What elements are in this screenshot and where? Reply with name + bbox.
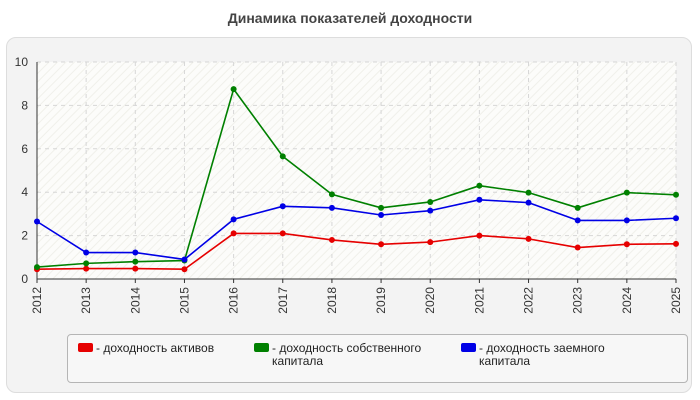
chart-legend: - доходность активов - доходность собств… — [67, 334, 688, 383]
x-tick-label: 2024 — [620, 287, 634, 314]
data-point-s1-2017 — [279, 153, 286, 160]
data-point-s0-2015 — [181, 266, 188, 273]
data-point-s2-2016 — [230, 216, 237, 223]
y-tick-label: 2 — [21, 229, 28, 243]
data-point-s0-2025 — [673, 240, 679, 247]
data-point-s1-2021 — [476, 182, 483, 189]
data-point-s1-2023 — [574, 204, 581, 211]
data-point-s2-2017 — [279, 203, 286, 210]
data-point-s1-2022 — [525, 189, 532, 196]
series-line-2 — [36, 198, 677, 261]
chart-title: Динамика показателей доходности — [227, 10, 473, 26]
data-point-s1-2014 — [132, 258, 139, 265]
data-point-s0-2016 — [230, 230, 237, 237]
y-tick-label: 4 — [21, 185, 28, 199]
x-tick-label: 2017 — [276, 287, 290, 314]
x-tick-label: 2022 — [522, 287, 536, 314]
data-point-s1-2013 — [83, 260, 90, 267]
x-tick-label: 2025 — [669, 287, 683, 314]
data-point-s2-2012 — [34, 218, 40, 225]
legend-label-debt: - доходность заемного капитала — [479, 341, 605, 368]
data-point-s0-2024 — [623, 241, 630, 248]
data-point-s2-2021 — [476, 196, 483, 203]
series-line-1 — [36, 88, 677, 268]
legend-label-equity: - доходность собственного капитала — [272, 341, 422, 368]
data-point-s1-2016 — [230, 86, 237, 93]
data-point-s2-2023 — [574, 217, 581, 224]
legend-swatch-debt — [461, 343, 476, 352]
data-point-s2-2025 — [673, 215, 679, 222]
x-tick-label: 2018 — [325, 287, 339, 314]
data-point-s0-2023 — [574, 244, 581, 251]
data-point-s1-2019 — [378, 204, 385, 211]
y-tick-label: 6 — [21, 142, 28, 156]
series-line-0 — [36, 232, 677, 271]
data-point-s2-2014 — [132, 249, 139, 256]
data-point-s0-2014 — [132, 265, 139, 272]
y-tick-label: 8 — [21, 98, 28, 112]
legend-label-assets: - доходность активов — [96, 341, 215, 355]
x-tick-label: 2016 — [227, 287, 241, 314]
data-point-s0-2019 — [378, 241, 385, 248]
x-tick-label: 2014 — [128, 287, 142, 314]
data-point-s2-2015 — [181, 256, 188, 263]
data-point-s1-2020 — [427, 198, 434, 205]
data-point-s1-2025 — [673, 191, 679, 198]
data-point-s0-2013 — [83, 265, 90, 272]
data-point-s1-2012 — [34, 264, 40, 271]
data-point-s0-2021 — [476, 232, 483, 239]
data-point-s2-2018 — [328, 204, 335, 211]
x-tick-label: 2012 — [30, 287, 44, 314]
data-point-s1-2018 — [328, 191, 335, 198]
data-point-s2-2013 — [83, 249, 90, 256]
x-tick-label: 2023 — [571, 287, 585, 314]
x-tick-label: 2019 — [374, 287, 388, 314]
x-tick-label: 2013 — [79, 287, 93, 314]
legend-swatch-assets — [78, 343, 93, 352]
x-tick-label: 2020 — [423, 287, 437, 314]
data-point-s0-2018 — [328, 236, 335, 243]
x-tick-label: 2021 — [472, 287, 486, 314]
legend-swatch-equity — [254, 343, 269, 352]
data-point-s2-2024 — [623, 217, 630, 224]
data-point-s2-2022 — [525, 199, 532, 206]
data-point-s0-2020 — [427, 239, 434, 246]
data-point-s0-2022 — [525, 235, 532, 242]
data-point-s2-2020 — [427, 207, 434, 214]
y-tick-label: 10 — [15, 55, 29, 69]
data-point-s0-2017 — [279, 230, 286, 237]
data-point-s2-2019 — [378, 211, 385, 218]
y-tick-label: 0 — [21, 272, 28, 286]
data-point-s1-2024 — [623, 189, 630, 196]
x-tick-label: 2015 — [177, 287, 191, 314]
